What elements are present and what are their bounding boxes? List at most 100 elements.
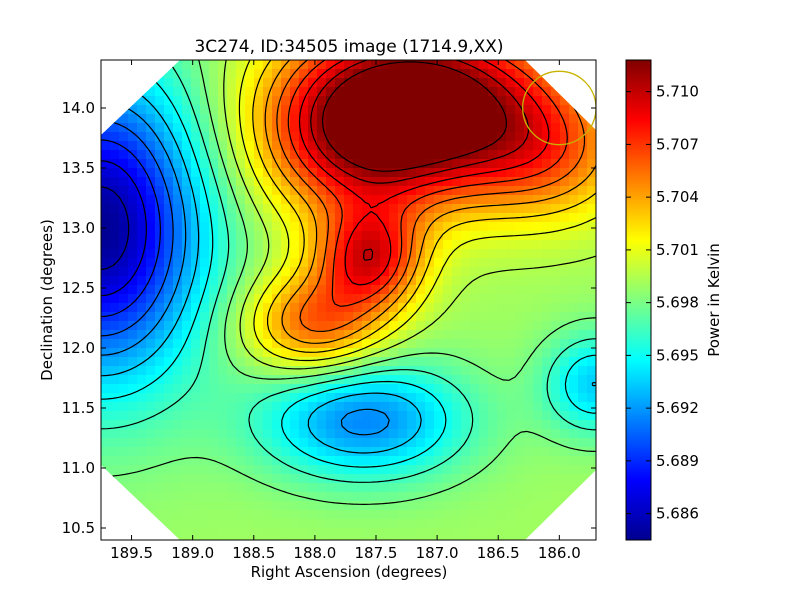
heatmap-cell — [353, 357, 363, 367]
heatmap-cell — [533, 195, 543, 205]
heatmap-cell — [362, 411, 372, 421]
heatmap-cell — [353, 393, 363, 403]
heatmap-cell — [209, 366, 219, 376]
heatmap-cell — [101, 411, 111, 421]
heatmap-cell — [452, 159, 462, 169]
heatmap-cell — [254, 294, 264, 304]
heatmap-cell — [389, 150, 399, 160]
heatmap-cell — [326, 222, 336, 232]
heatmap-cell — [227, 204, 237, 214]
heatmap-cell — [254, 339, 264, 349]
heatmap-cell — [326, 393, 336, 403]
heatmap-cell — [371, 231, 381, 241]
heatmap-cell — [245, 150, 255, 160]
heatmap-cell — [470, 285, 480, 295]
heatmap-cell — [479, 303, 489, 313]
heatmap-cell — [272, 528, 282, 538]
heatmap-cell — [524, 267, 534, 277]
heatmap-cell — [110, 177, 120, 187]
heatmap-cell — [128, 231, 138, 241]
heatmap-cell — [272, 339, 282, 349]
heatmap-cell — [569, 267, 579, 277]
heatmap-cell — [353, 231, 363, 241]
heatmap-cell — [128, 492, 138, 502]
heatmap-cell — [254, 150, 264, 160]
heatmap-cell — [551, 276, 561, 286]
heatmap-cell — [128, 168, 138, 178]
heatmap-cell — [488, 114, 498, 124]
heatmap-cell — [227, 285, 237, 295]
heatmap-cell — [470, 231, 480, 241]
heatmap-cell — [326, 510, 336, 520]
heatmap-cell — [155, 510, 165, 520]
heatmap-cell — [506, 276, 516, 286]
heatmap-cell — [326, 321, 336, 331]
heatmap-cell — [353, 510, 363, 520]
heatmap-cell — [407, 132, 417, 142]
heatmap-cell — [362, 330, 372, 340]
heatmap-cell — [506, 150, 516, 160]
heatmap-cell — [335, 258, 345, 268]
heatmap-cell — [200, 420, 210, 430]
heatmap-cell — [470, 312, 480, 322]
heatmap-cell — [389, 402, 399, 412]
heatmap-cell — [146, 366, 156, 376]
heatmap-cell — [434, 222, 444, 232]
heatmap-cell — [308, 501, 318, 511]
heatmap-cell — [578, 528, 588, 538]
heatmap-cell — [137, 366, 147, 376]
heatmap-cell — [272, 501, 282, 511]
heatmap-cell — [362, 123, 372, 133]
heatmap-cell — [155, 321, 165, 331]
heatmap-cell — [461, 429, 471, 439]
heatmap-cell — [434, 519, 444, 529]
heatmap-cell — [227, 501, 237, 511]
heatmap-cell — [335, 312, 345, 322]
heatmap-cell — [317, 150, 327, 160]
heatmap-cell — [587, 249, 596, 259]
heatmap-cell — [470, 294, 480, 304]
heatmap-cell — [110, 231, 120, 241]
heatmap-cell — [551, 447, 561, 457]
heatmap-cell — [443, 114, 453, 124]
heatmap-cell — [209, 141, 219, 151]
heatmap-cell — [587, 348, 596, 358]
heatmap-cell — [182, 222, 192, 232]
heatmap-cell — [128, 78, 138, 88]
heatmap-cell — [218, 240, 228, 250]
heatmap-cell — [506, 483, 516, 493]
heatmap-cell — [506, 123, 516, 133]
heatmap-cell — [398, 528, 408, 538]
heatmap-cell — [470, 60, 480, 70]
heatmap-cell — [578, 402, 588, 412]
heatmap-cell — [488, 159, 498, 169]
heatmap-cell — [461, 96, 471, 106]
heatmap-cell — [524, 366, 534, 376]
heatmap-cell — [479, 357, 489, 367]
heatmap-cell — [182, 132, 192, 142]
heatmap-cell — [110, 411, 120, 421]
heatmap-cell — [110, 384, 120, 394]
heatmap-cell — [497, 114, 507, 124]
heatmap-cell — [425, 501, 435, 511]
heatmap-cell — [236, 429, 246, 439]
heatmap-cell — [353, 330, 363, 340]
heatmap-cell — [245, 177, 255, 187]
heatmap-cell — [308, 483, 318, 493]
heatmap-cell — [290, 357, 300, 367]
heatmap-cell — [560, 267, 570, 277]
heatmap-cell — [416, 483, 426, 493]
heatmap-cell — [542, 267, 552, 277]
heatmap-cell — [146, 69, 156, 79]
heatmap-cell — [308, 393, 318, 403]
heatmap-cell — [308, 114, 318, 124]
heatmap-cell — [317, 483, 327, 493]
heatmap-cell — [407, 303, 417, 313]
heatmap-cell — [578, 294, 588, 304]
heatmap-cell — [110, 429, 120, 439]
heatmap-cell — [578, 330, 588, 340]
heatmap-cell — [326, 366, 336, 376]
heatmap-cell — [515, 510, 525, 520]
heatmap-cell — [380, 96, 390, 106]
heatmap-cell — [290, 411, 300, 421]
